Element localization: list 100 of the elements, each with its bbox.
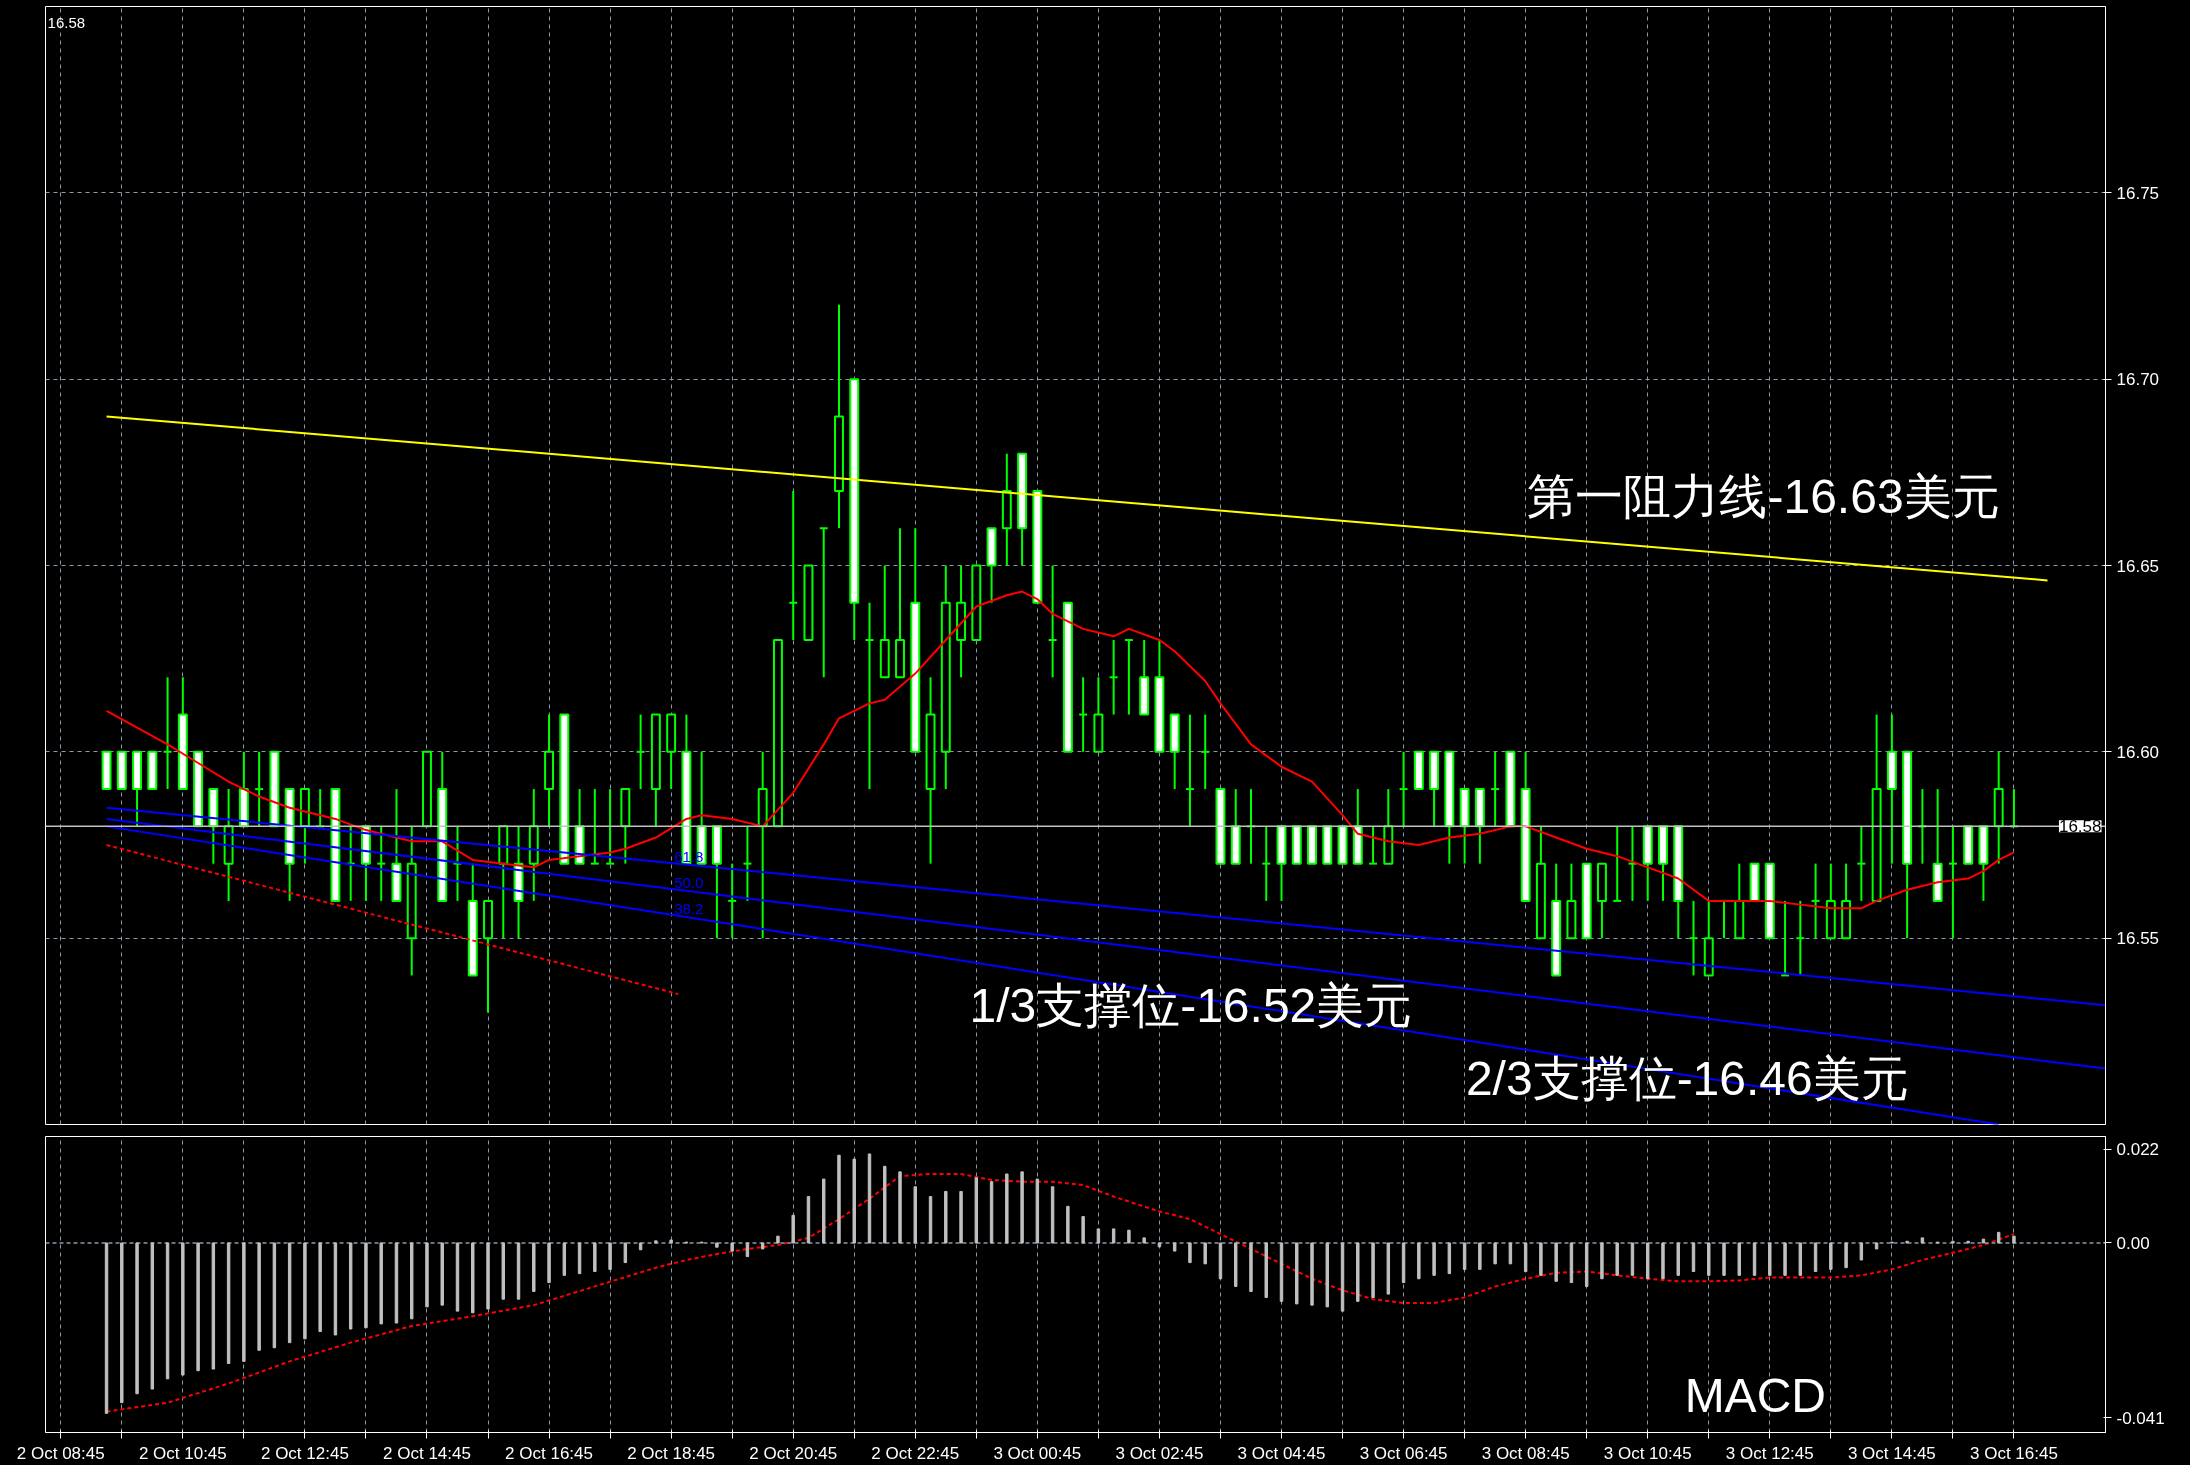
candlestick (788, 489, 799, 642)
bar (440, 1242, 444, 1306)
bar (1722, 1242, 1726, 1276)
bar (1127, 1229, 1131, 1244)
bar (715, 1242, 719, 1248)
candlestick (1398, 750, 1409, 828)
bar (1981, 1238, 1986, 1244)
bar (1020, 1171, 1024, 1244)
bar (1264, 1242, 1268, 1298)
bar (120, 1242, 124, 1404)
bar (1371, 1242, 1375, 1298)
bar (1249, 1242, 1253, 1293)
bar (1829, 1242, 1833, 1270)
bar (1539, 1242, 1543, 1276)
x-tick-label: 3 Oct 02:45 (1115, 1443, 1204, 1463)
bar (379, 1242, 383, 1325)
candlestick (1123, 639, 1134, 716)
bar (364, 1242, 368, 1329)
candlestick (589, 788, 600, 865)
bar (1859, 1242, 1864, 1261)
bar (1035, 1178, 1040, 1244)
bar (1554, 1242, 1558, 1282)
annotation: 第一阻力线-16.63美元 (1527, 469, 2000, 523)
bar (287, 1242, 292, 1344)
bar (776, 1235, 780, 1244)
bar (623, 1242, 628, 1264)
y-tick-label: 16.55 (2116, 929, 2160, 949)
x-tick-label: 2 Oct 18:45 (627, 1443, 716, 1463)
bar (1386, 1242, 1391, 1295)
bar (837, 1154, 841, 1244)
candlestick (1078, 676, 1089, 753)
bar (1783, 1242, 1787, 1276)
bar (501, 1242, 505, 1300)
y-tick-label: 16.70 (2116, 370, 2160, 390)
y-tick-label: 16.60 (2116, 742, 2160, 762)
bar (1615, 1242, 1619, 1276)
bar (135, 1242, 139, 1395)
bar (1920, 1237, 1925, 1244)
x-tick-label: 3 Oct 08:45 (1481, 1443, 1570, 1463)
candlestick (727, 862, 738, 940)
bar (150, 1242, 155, 1390)
x-tick-label: 3 Oct 10:45 (1603, 1443, 1692, 1463)
bar (1203, 1242, 1207, 1265)
bar (196, 1242, 200, 1372)
y-tick-label: 16.65 (2116, 556, 2160, 576)
bar (1417, 1242, 1421, 1280)
bar (211, 1242, 216, 1370)
bar (1523, 1242, 1528, 1273)
candlestick (742, 825, 753, 902)
bar (318, 1242, 322, 1333)
candlestick (1490, 750, 1501, 828)
bar (898, 1171, 902, 1244)
bar (303, 1242, 307, 1340)
x-tick-label: 2 Oct 22:45 (871, 1443, 960, 1463)
candlestick (1612, 825, 1623, 902)
bar (745, 1242, 750, 1258)
x-tick-label: 3 Oct 04:45 (1237, 1443, 1326, 1463)
candlestick (1368, 825, 1379, 865)
bar (181, 1242, 185, 1376)
y-tick-label: -0.041 (2116, 1408, 2165, 1428)
bar (1874, 1242, 1879, 1250)
bar (959, 1190, 963, 1244)
bar (1432, 1242, 1436, 1276)
x-tick-label: 2 Oct 20:45 (749, 1443, 838, 1463)
candlestick (635, 713, 646, 791)
bar (1157, 1242, 1162, 1248)
bar (1447, 1242, 1452, 1275)
candlestick (254, 750, 265, 828)
candlestick (1810, 862, 1821, 940)
candlestick (376, 825, 387, 902)
bar (1462, 1242, 1467, 1270)
bar (730, 1242, 734, 1252)
x-tick-label: 3 Oct 14:45 (1847, 1443, 1936, 1463)
bar (562, 1242, 567, 1276)
bar (852, 1158, 856, 1244)
bar (1798, 1242, 1803, 1276)
series-label: 50.0 (674, 873, 704, 891)
bar (1584, 1242, 1589, 1287)
y-tick-label: 0.00 (2116, 1233, 2150, 1253)
candlestick (1200, 713, 1211, 791)
bar (425, 1242, 429, 1308)
bar (257, 1242, 261, 1351)
bar (1111, 1228, 1116, 1244)
candlestick (1795, 899, 1806, 977)
bar (242, 1242, 246, 1362)
annotation: 16.58 (47, 14, 86, 32)
bar (1356, 1242, 1360, 1302)
bar (1081, 1216, 1085, 1244)
annotation: MACD (1684, 1368, 1826, 1422)
y-tick-label: 16.75 (2116, 183, 2160, 203)
bar (1646, 1242, 1650, 1280)
series-label: 38.2 (674, 899, 704, 917)
bar (1234, 1242, 1238, 1287)
bar (348, 1242, 353, 1330)
candlestick (1108, 639, 1119, 716)
bar (471, 1242, 475, 1314)
bar (1310, 1242, 1314, 1306)
bar (791, 1214, 795, 1244)
bar (1188, 1242, 1192, 1264)
bar (1737, 1242, 1741, 1276)
